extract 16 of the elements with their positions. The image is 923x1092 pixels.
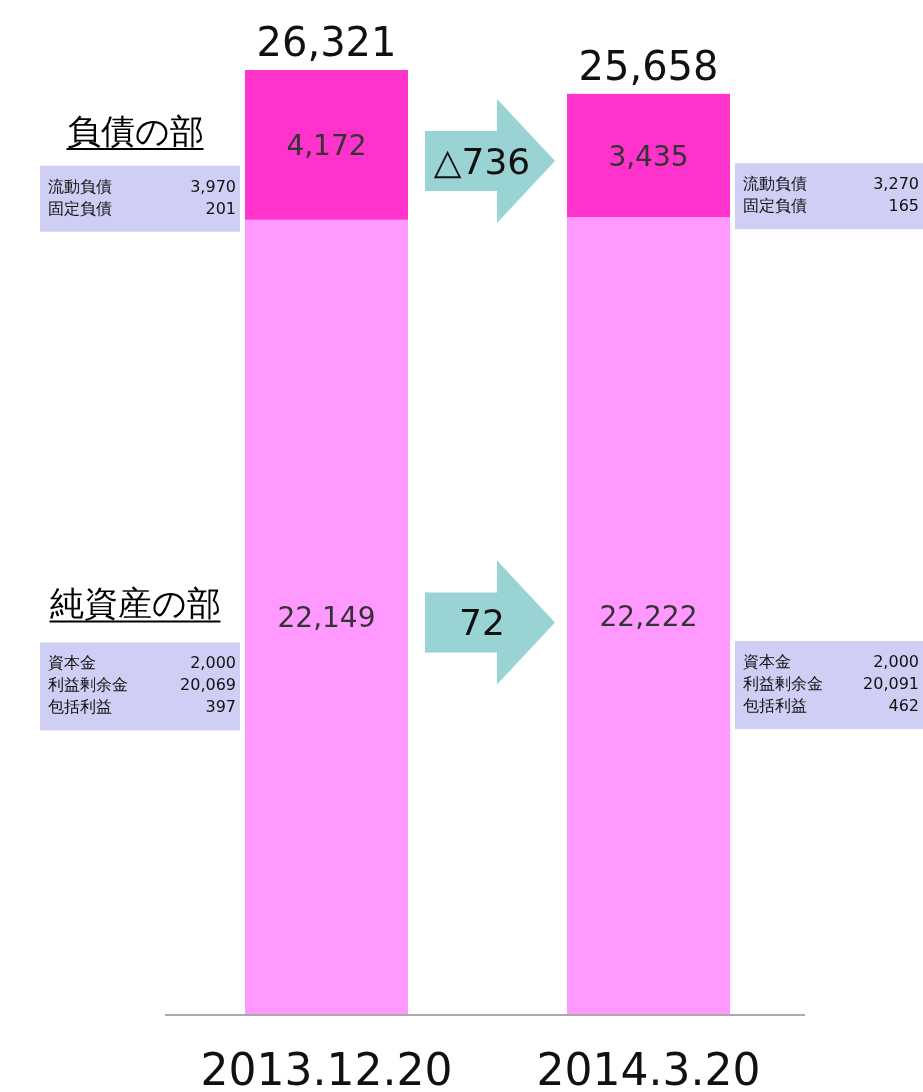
series-label: 負債の部 <box>66 110 204 151</box>
total-label: 25,658 <box>578 42 719 89</box>
data-label: 22,222 <box>599 600 698 634</box>
x-tick-label: 2013.12.20 <box>200 1044 453 1092</box>
bar <box>567 93 730 218</box>
total-label: 26,321 <box>256 19 397 65</box>
data-label: 3,435 <box>608 139 689 173</box>
data-label: 22,149 <box>277 601 376 635</box>
x-tick-label: 2014.3.20 <box>536 1044 761 1092</box>
bar <box>567 217 730 1015</box>
annotation: 72 <box>459 602 505 644</box>
bar <box>245 219 408 1015</box>
bar <box>245 70 408 220</box>
annotation: △736 <box>433 140 531 182</box>
data-label: 4,172 <box>286 128 367 162</box>
series-label: 純資産の部 <box>49 583 221 624</box>
